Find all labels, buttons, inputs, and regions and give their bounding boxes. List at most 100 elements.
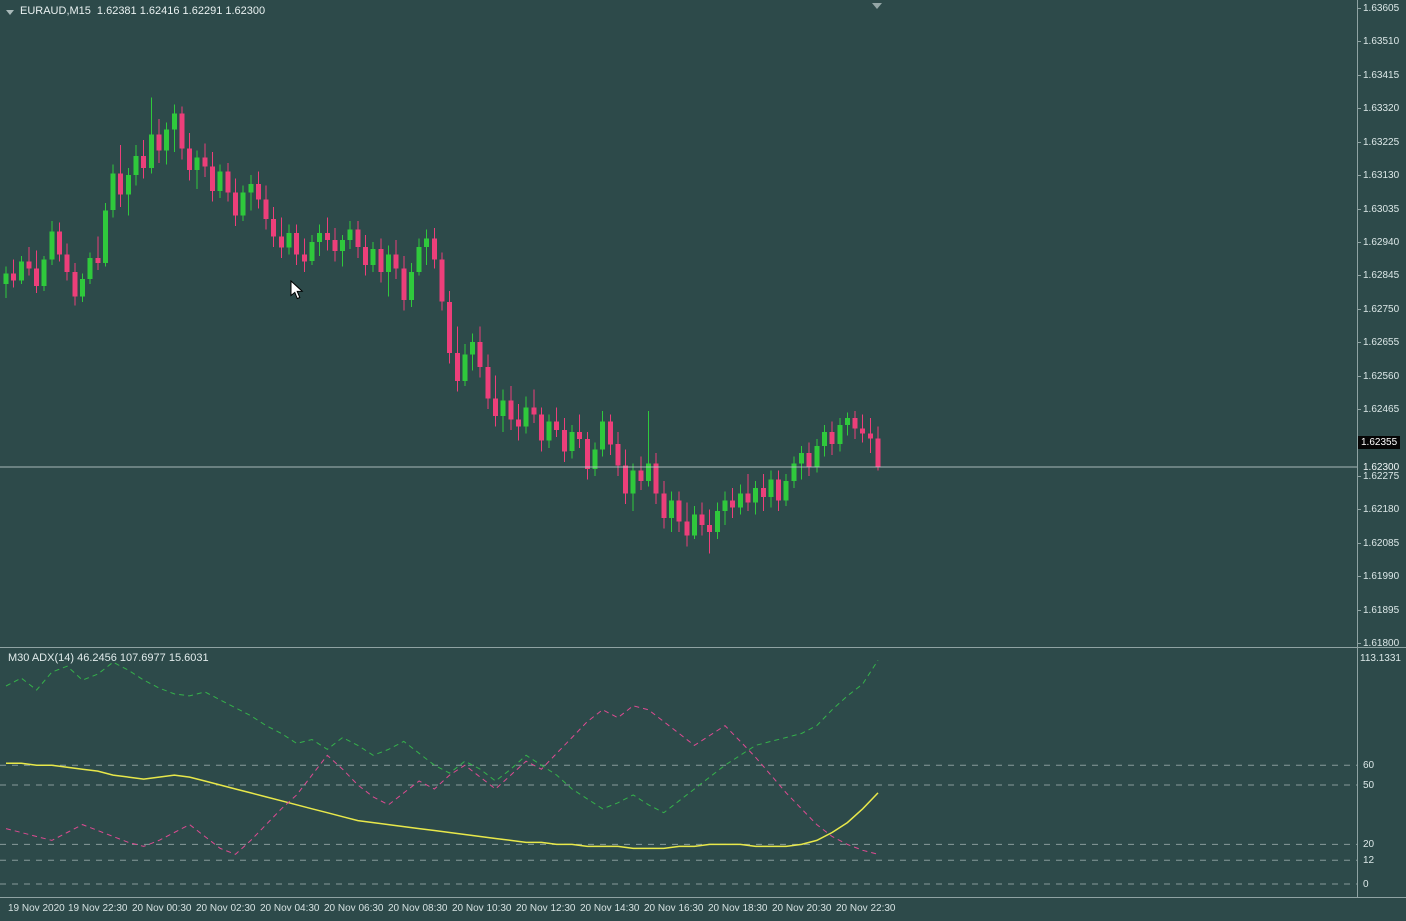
candle-body — [95, 257, 101, 264]
candle-body — [225, 171, 231, 193]
candle-body — [363, 247, 368, 265]
candle-body — [401, 268, 407, 300]
candle-body — [799, 453, 804, 464]
candle-body — [523, 407, 529, 427]
candle-body — [508, 400, 514, 420]
candle-body — [370, 249, 376, 265]
candle-body — [615, 444, 621, 466]
indicator-window-separator[interactable] — [0, 647, 1406, 648]
candle-body — [860, 428, 866, 434]
candle-body — [477, 342, 483, 367]
indicator-level-label: 60 — [1363, 760, 1375, 772]
candle-body — [255, 183, 261, 200]
candle-body — [393, 254, 399, 269]
candle-body — [194, 157, 200, 170]
candle-body — [867, 433, 873, 439]
candle-body — [844, 417, 850, 425]
indicator-level-label: 20 — [1363, 839, 1375, 851]
candle-body — [408, 271, 414, 300]
candle-body — [286, 233, 292, 248]
candle-body — [125, 175, 131, 195]
adx-indicator-chart[interactable] — [0, 648, 1357, 897]
price-axis-tick — [1357, 509, 1361, 511]
candle-body — [730, 500, 736, 508]
price-axis-label: 1.63320 — [1363, 103, 1400, 115]
candle-body — [431, 238, 437, 260]
candle-body — [164, 129, 170, 151]
time-axis-separator — [0, 897, 1406, 898]
price-axis-label: 1.63605 — [1363, 3, 1400, 14]
candle-body — [546, 421, 552, 441]
symbol-dropdown-icon[interactable] — [6, 9, 14, 15]
candle-body — [538, 414, 544, 441]
indicator-series-plusDI — [5, 660, 879, 814]
candle-body — [133, 155, 139, 176]
time-axis-label: 20 Nov 04:30 — [260, 903, 320, 914]
price-axis-label: 1.62085 — [1363, 537, 1400, 549]
bid-price-label: 1.62300 — [1363, 462, 1400, 474]
candle-body — [64, 254, 70, 272]
candlestick-chart[interactable] — [0, 0, 1357, 647]
price-axis-tick — [1357, 409, 1361, 411]
candle-body — [340, 240, 346, 251]
time-axis-label: 20 Nov 10:30 — [452, 903, 512, 914]
candle-body — [791, 463, 797, 482]
candle-body — [118, 173, 124, 195]
price-axis-label: 1.62845 — [1363, 270, 1400, 282]
price-axis-tick — [1357, 8, 1361, 9]
chart-shift-marker-icon[interactable] — [872, 3, 882, 9]
candle-body — [707, 525, 713, 533]
time-axis-label: 20 Nov 18:30 — [708, 903, 768, 914]
candle-body — [156, 134, 162, 151]
candle-body — [768, 479, 774, 497]
candle-body — [210, 166, 215, 191]
candle-body — [714, 511, 720, 533]
price-axis-tick — [1357, 576, 1361, 578]
candle-body — [607, 421, 613, 445]
indicator-label: M30 ADX(14) 46.2456 107.6977 15.6031 — [8, 652, 209, 664]
candle-body — [783, 481, 789, 501]
candle-body — [454, 352, 460, 381]
price-axis-tick — [1357, 275, 1361, 277]
price-axis-tick — [1357, 208, 1361, 210]
candle-body — [829, 431, 835, 445]
candle-body — [554, 421, 560, 431]
indicator-level-label: 12 — [1363, 855, 1375, 867]
candle-body — [148, 134, 154, 168]
candle-body — [584, 439, 590, 469]
time-axis-label: 20 Nov 20:30 — [772, 903, 832, 914]
price-axis-label: 1.61800 — [1363, 638, 1400, 649]
candle-body — [386, 254, 391, 272]
candle-body — [753, 488, 759, 503]
candle-body — [278, 236, 284, 248]
chart-header: EURAUD,M15 1.62381 1.62416 1.62291 1.623… — [6, 5, 265, 17]
candle-body — [806, 453, 812, 468]
time-axis-label: 19 Nov 2020 — [8, 903, 65, 914]
price-axis-tick — [1357, 241, 1361, 243]
candle-body — [699, 514, 705, 526]
candle-body — [684, 521, 690, 536]
candle-body — [470, 342, 476, 355]
candle-body — [852, 417, 858, 429]
mouse-cursor-icon — [290, 280, 304, 300]
candle-body — [263, 199, 269, 219]
candle-body — [317, 233, 323, 242]
indicator-level-label: 0 — [1363, 879, 1369, 890]
price-axis-label: 1.63510 — [1363, 36, 1400, 48]
candle-body — [72, 271, 78, 297]
time-axis-label: 19 Nov 22:30 — [68, 903, 128, 914]
price-axis-tick — [1357, 74, 1361, 76]
price-axis-label: 1.62940 — [1363, 236, 1400, 248]
candle-body — [309, 241, 315, 262]
candle-body — [141, 155, 147, 169]
time-axis-label: 20 Nov 06:30 — [324, 903, 384, 914]
candle-body — [737, 493, 743, 508]
time-axis-label: 20 Nov 08:30 — [388, 903, 448, 914]
price-axis-label: 1.62465 — [1363, 404, 1400, 416]
candle-body — [41, 259, 47, 286]
last-price-badge: 1.62355 — [1358, 436, 1401, 450]
price-axis-tick — [1357, 108, 1361, 110]
price-axis-tick — [1357, 609, 1361, 611]
candle-body — [493, 398, 498, 417]
price-axis-separator — [1357, 0, 1358, 897]
